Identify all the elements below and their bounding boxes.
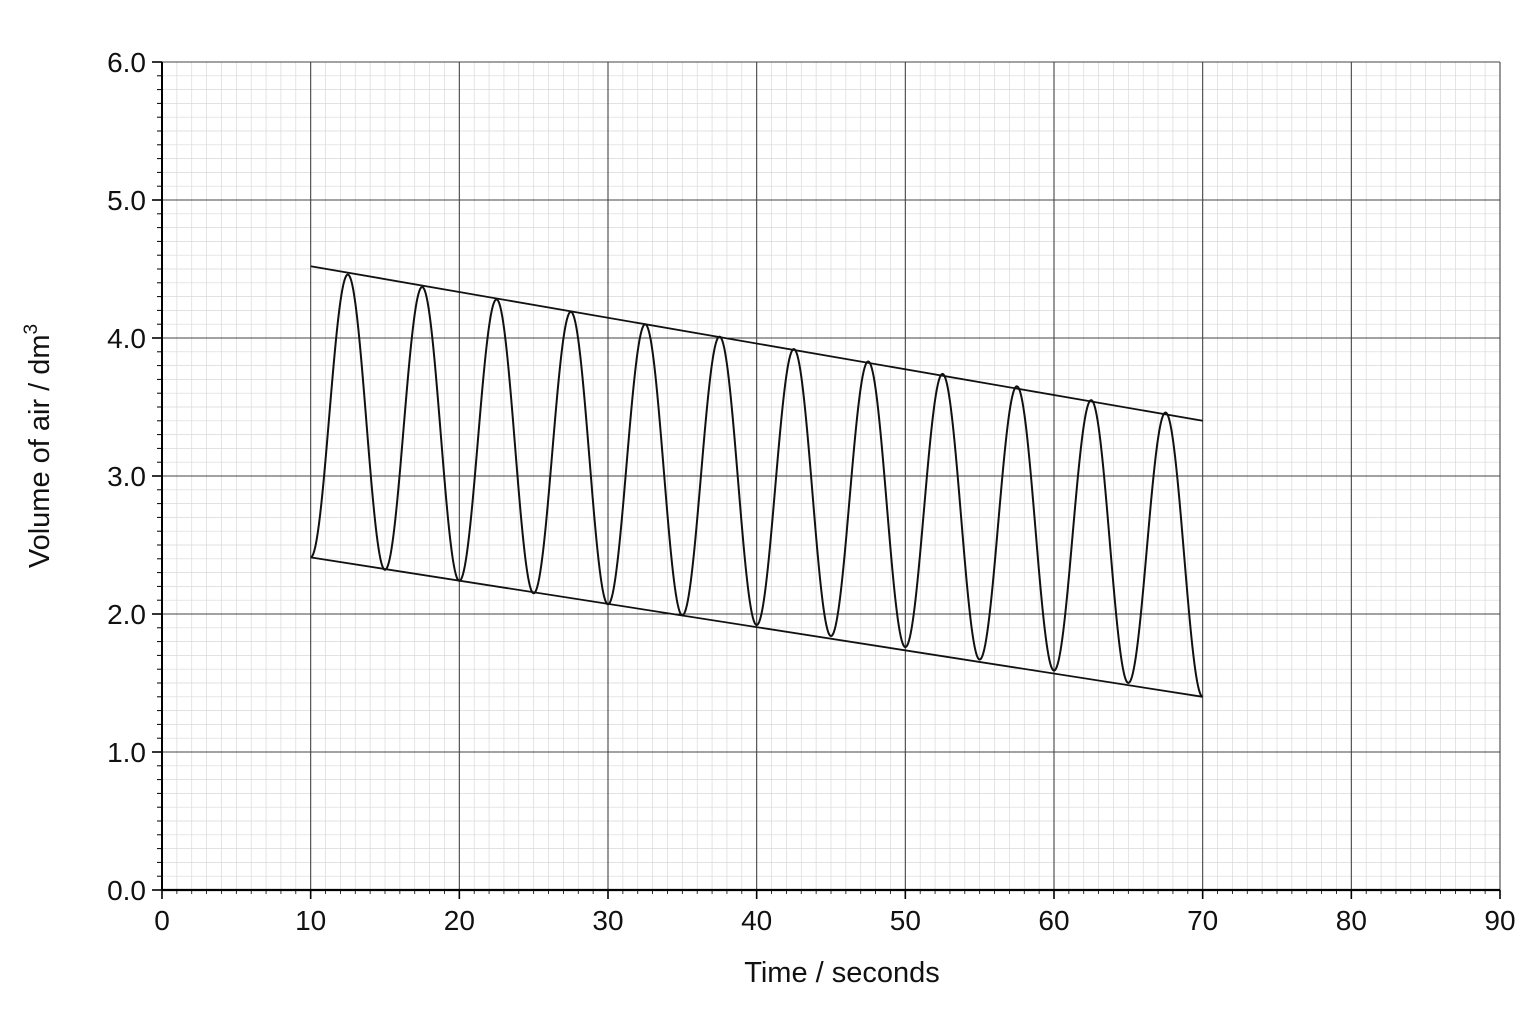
y-axis-title-main: Volume of air / dm (24, 334, 56, 568)
y-tick-label: 1.0 (107, 737, 146, 768)
x-tick-label: 50 (890, 905, 921, 936)
lower-trend-line (310, 556, 1203, 698)
y-tick-label: 3.0 (107, 461, 146, 492)
x-tick-label: 20 (444, 905, 475, 936)
y-axis-title: Volume of air / dm3 (21, 324, 56, 568)
y-tick-label: 4.0 (107, 323, 146, 354)
major-grid (161, 61, 1501, 891)
x-tick-label: 30 (592, 905, 623, 936)
x-axis-title: Time / seconds (744, 957, 940, 989)
x-tick-label: 60 (1038, 905, 1069, 936)
tick-labels: 0.0 1.0 2.0 3.0 4.0 5.0 6.0 0 10 20 30 40 50 60 70 80 90 (107, 47, 1516, 936)
y-axis-title-sup: 3 (21, 324, 42, 335)
y-tick-label: 2.0 (107, 599, 146, 630)
axes (152, 61, 1501, 899)
y-tick-label: 6.0 (107, 47, 146, 78)
upper-trend-line (310, 265, 1203, 422)
series (310, 265, 1204, 698)
x-tick-label: 40 (741, 905, 772, 936)
x-tick-label: 80 (1336, 905, 1367, 936)
y-tick-label: 0.0 (107, 875, 146, 906)
y-tick-label: 5.0 (107, 185, 146, 216)
x-tick-label: 70 (1187, 905, 1218, 936)
x-tick-label: 90 (1484, 905, 1515, 936)
x-tick-label: 0 (154, 905, 170, 936)
x-tick-label: 10 (295, 905, 326, 936)
